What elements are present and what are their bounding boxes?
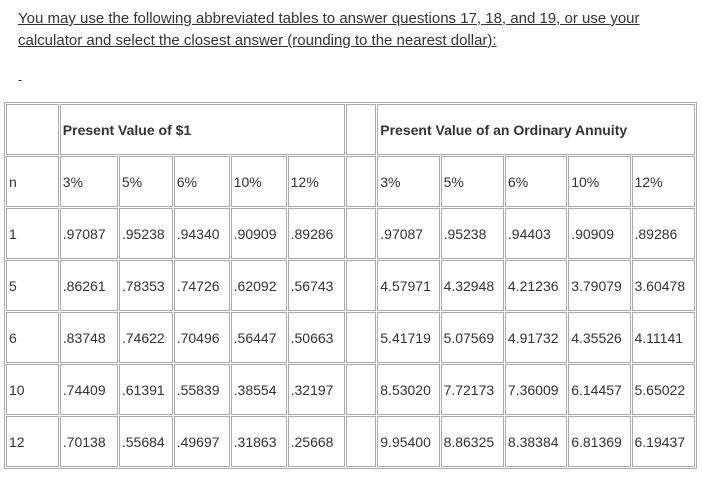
pv-table: Present Value of $1 Present Value of an O… xyxy=(4,102,697,469)
cell: 8.86325 xyxy=(440,416,504,467)
blank-cell xyxy=(345,104,377,155)
cell: 4.32948 xyxy=(440,260,504,311)
blank-cell xyxy=(345,416,377,467)
cell: .89286 xyxy=(631,208,695,259)
cell: 6 xyxy=(6,312,59,363)
cell: .95238 xyxy=(118,208,173,259)
column-header: 6% xyxy=(173,156,230,207)
cell: .90909 xyxy=(568,208,631,259)
cell: 3.60478 xyxy=(631,260,695,311)
column-row: n 3% 5% 6% 10% 12% 3% 5% 6% 10% 12% xyxy=(6,156,695,207)
cell: 12 xyxy=(6,416,59,467)
column-header: 10% xyxy=(230,156,287,207)
data-row: 12.70138.55684.49697.31863.25668 9.95400 8… xyxy=(6,416,695,467)
data-row: 1.97087.95238.94340.90909.89286.97087.95… xyxy=(6,208,695,259)
cell: .55684 xyxy=(118,416,173,467)
cell: .74726 xyxy=(173,260,230,311)
cell: 4.91732 xyxy=(504,312,568,363)
column-header: 3% xyxy=(59,156,118,207)
cell: .31863 xyxy=(230,416,287,467)
cell: 5.41719 xyxy=(377,312,440,363)
cell: .94340 xyxy=(173,208,230,259)
cell: 4.35526 xyxy=(568,312,631,363)
cell: 8.53020 xyxy=(377,364,440,415)
cell: 6.19437 xyxy=(631,416,695,467)
cell: .97087 xyxy=(59,208,118,259)
cell: 8.38384 xyxy=(504,416,568,467)
cell: 4.21236 xyxy=(504,260,568,311)
intro-text: You may use the following abbreviated ta… xyxy=(18,10,640,49)
cell: 10 xyxy=(6,364,59,415)
blank-cell xyxy=(345,156,377,207)
cell: .94403 xyxy=(504,208,568,259)
cell: 1 xyxy=(6,208,59,259)
cell: .25668 xyxy=(287,416,345,467)
column-header: 6% xyxy=(504,156,568,207)
cell: .74409 xyxy=(59,364,118,415)
blank-cell xyxy=(345,208,377,259)
cell: .70496 xyxy=(173,312,230,363)
cell: 4.11141 xyxy=(631,312,695,363)
column-header: 12% xyxy=(287,156,345,207)
cell: .95238 xyxy=(440,208,504,259)
blank-cell xyxy=(6,104,59,155)
cell: .32197 xyxy=(287,364,345,415)
cell: .89286 xyxy=(287,208,345,259)
cell: .55839 xyxy=(173,364,230,415)
cell: .83748 xyxy=(59,312,118,363)
cell: 5.65022 xyxy=(631,364,695,415)
cell: 7.72173 xyxy=(440,364,504,415)
blank-cell xyxy=(345,312,377,363)
cell: .61391 xyxy=(118,364,173,415)
cell: .56743 xyxy=(287,260,345,311)
data-row: 10.74409.61391.55839.38554.32197 8.53020 7… xyxy=(6,364,695,415)
cell: .38554 xyxy=(230,364,287,415)
cell: .86261 xyxy=(59,260,118,311)
column-header: 3% xyxy=(377,156,440,207)
cell: 4.57971 xyxy=(377,260,440,311)
cell: .49697 xyxy=(173,416,230,467)
blank-cell xyxy=(345,260,377,311)
data-row: 5.86261.78353.74726.62092.56743 4.57971 4.… xyxy=(6,260,695,311)
cell: .90909 xyxy=(230,208,287,259)
cell: 7.36009 xyxy=(504,364,568,415)
column-header: 12% xyxy=(631,156,695,207)
cell: 6.81369 xyxy=(568,416,631,467)
cell: .70138 xyxy=(59,416,118,467)
cell: .74622 xyxy=(118,312,173,363)
group-header: Present Value of an Ordinary Annuity xyxy=(377,104,695,155)
cell: .56447 xyxy=(230,312,287,363)
cell: .50663 xyxy=(287,312,345,363)
cell: 3.79079 xyxy=(568,260,631,311)
column-header: 5% xyxy=(118,156,173,207)
cell: 9.95400 xyxy=(377,416,440,467)
blank-cell xyxy=(345,364,377,415)
cell: 5.07569 xyxy=(440,312,504,363)
cell: .97087 xyxy=(377,208,440,259)
cell: .62092 xyxy=(230,260,287,311)
cell: .78353 xyxy=(118,260,173,311)
column-header: 10% xyxy=(568,156,631,207)
cell: 6.14457 xyxy=(568,364,631,415)
header-row: Present Value of $1 Present Value of an O… xyxy=(6,104,695,155)
cell: 5 xyxy=(6,260,59,311)
data-row: 6.83748.74622.70496.56447.50663 5.41719 5.… xyxy=(6,312,695,363)
column-header: 5% xyxy=(440,156,504,207)
dash: - xyxy=(18,72,23,87)
column-header: n xyxy=(6,156,59,207)
group-header: Present Value of $1 xyxy=(59,104,345,155)
